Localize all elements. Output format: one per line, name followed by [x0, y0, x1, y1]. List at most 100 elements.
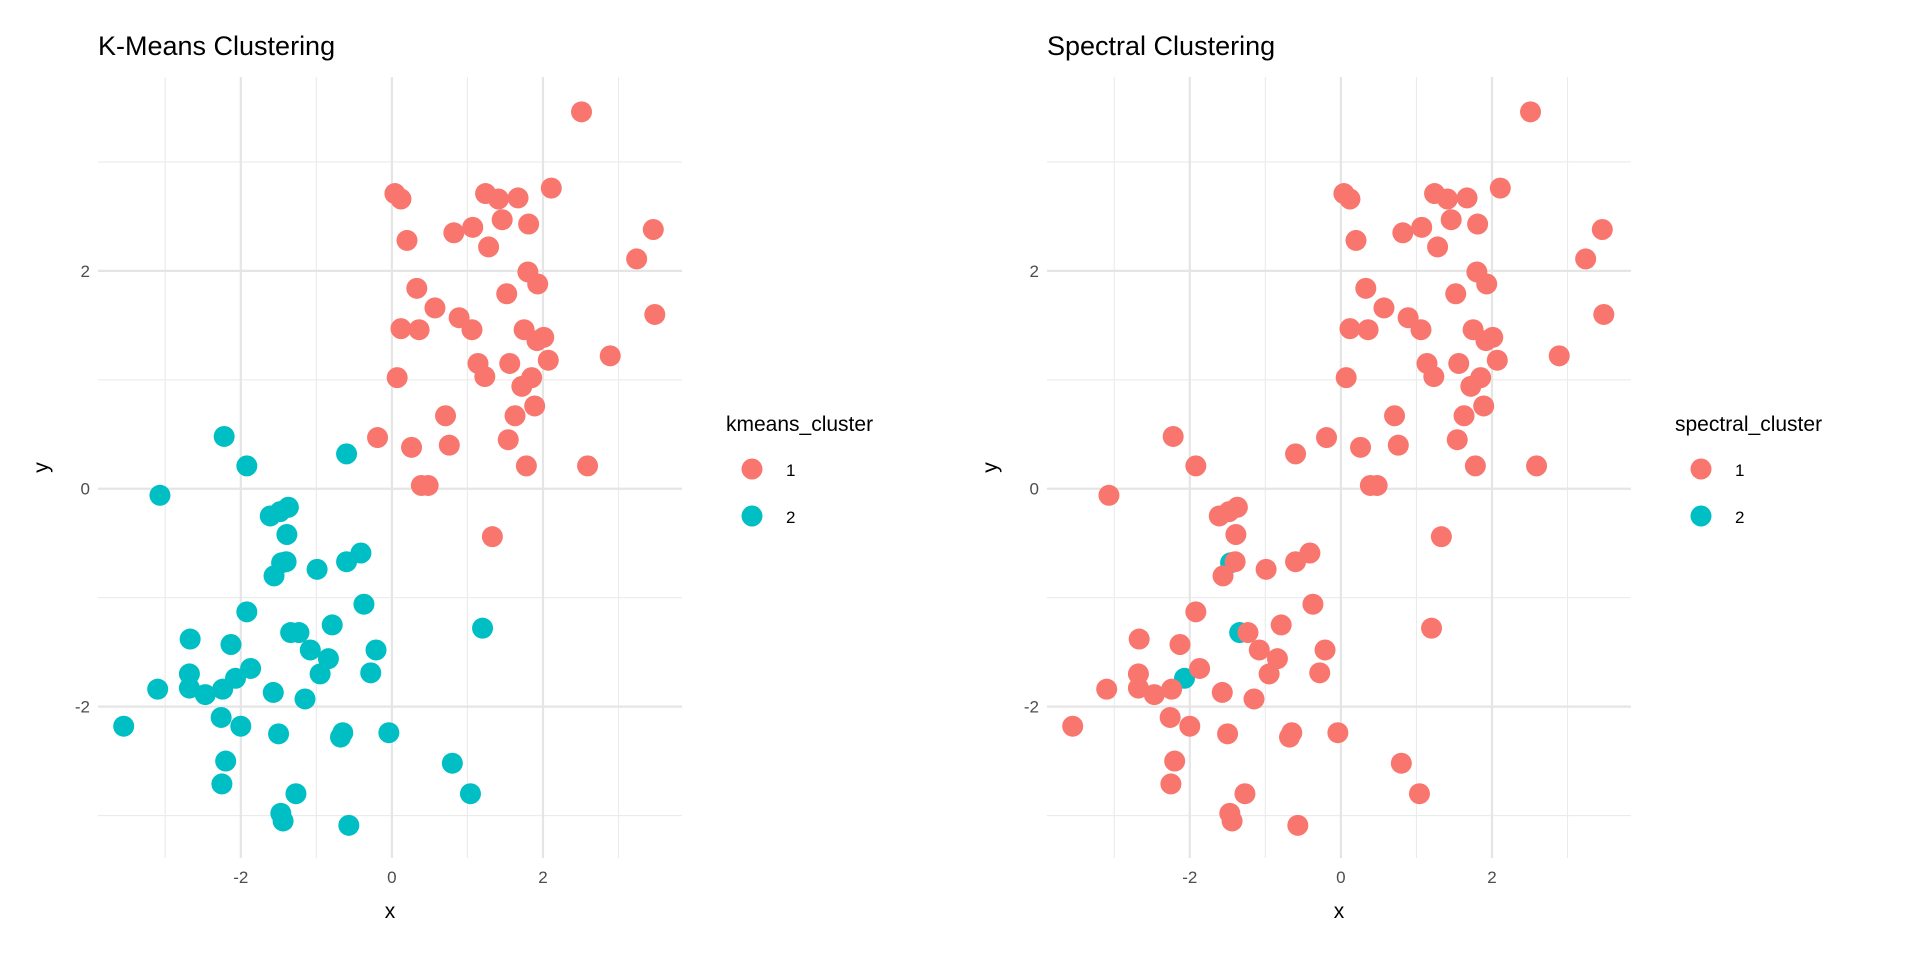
data-point-cluster-1 — [1460, 375, 1482, 397]
data-point-cluster-1 — [1548, 345, 1570, 367]
data-point-cluster-1 — [435, 405, 457, 427]
data-point-cluster-2 — [336, 443, 358, 465]
data-point-cluster-1 — [1445, 283, 1467, 305]
legend-title: kmeans_cluster — [726, 413, 873, 436]
data-point-cluster-1 — [1421, 617, 1443, 639]
y-tick-label: 2 — [81, 262, 90, 281]
data-point-cluster-2 — [441, 752, 463, 774]
data-point-cluster-1 — [1161, 678, 1183, 700]
legend-key-2 — [741, 505, 763, 527]
legend: kmeans_cluster 1 2 — [726, 413, 873, 527]
data-point-cluster-2 — [294, 688, 316, 710]
data-point-cluster-1 — [1128, 628, 1150, 650]
data-point-cluster-2 — [178, 677, 200, 699]
data-point-cluster-1 — [1446, 429, 1468, 451]
data-point-cluster-2 — [365, 639, 387, 661]
data-point-cluster-2 — [113, 715, 135, 737]
data-point-cluster-1 — [1221, 810, 1243, 832]
data-point-cluster-2 — [338, 814, 360, 836]
data-point-cluster-1 — [1335, 367, 1357, 389]
data-point-cluster-2 — [212, 678, 234, 700]
data-point-cluster-1 — [1160, 773, 1182, 795]
data-point-cluster-1 — [1357, 319, 1379, 341]
data-point-cluster-2 — [149, 484, 171, 506]
data-point-cluster-1 — [1448, 352, 1470, 374]
data-point-cluster-1 — [1234, 783, 1256, 805]
data-point-cluster-1 — [1486, 349, 1508, 371]
data-point-cluster-1 — [1270, 614, 1292, 636]
data-point-cluster-1 — [515, 455, 537, 477]
data-point-cluster-1 — [496, 283, 518, 305]
data-point-cluster-1 — [1208, 505, 1230, 527]
data-point-cluster-1 — [1526, 455, 1548, 477]
data-point-cluster-1 — [1411, 216, 1433, 238]
y-axis-label: y — [979, 462, 1002, 473]
data-point-cluster-1 — [406, 277, 428, 299]
data-point-cluster-1 — [1384, 405, 1406, 427]
data-point-cluster-2 — [350, 542, 372, 564]
data-point-cluster-1 — [438, 434, 460, 456]
data-point-cluster-1 — [1243, 688, 1265, 710]
data-point-cluster-1 — [1327, 722, 1349, 744]
data-point-cluster-1 — [1408, 783, 1430, 805]
data-point-cluster-1 — [1169, 634, 1191, 656]
data-point-cluster-1 — [386, 367, 408, 389]
data-point-cluster-1 — [1464, 455, 1486, 477]
data-point-cluster-1 — [1456, 187, 1478, 209]
data-point-cluster-1 — [1185, 455, 1207, 477]
x-axis-label: x — [385, 900, 396, 923]
data-point-cluster-1 — [1410, 319, 1432, 341]
data-point-cluster-2 — [210, 706, 232, 728]
data-point-cluster-1 — [1440, 209, 1462, 231]
data-point-cluster-1 — [1279, 726, 1301, 748]
legend-title: spectral_cluster — [1675, 413, 1822, 436]
data-point-cluster-1 — [1098, 484, 1120, 506]
data-point-cluster-2 — [220, 634, 242, 656]
data-point-cluster-2 — [306, 558, 328, 580]
data-point-cluster-2 — [288, 622, 310, 644]
legend-key-1 — [1690, 458, 1712, 480]
data-point-cluster-2 — [299, 639, 321, 661]
data-point-cluster-1 — [1255, 558, 1277, 580]
legend-label-1: 1 — [786, 461, 795, 480]
data-point-cluster-2 — [472, 617, 494, 639]
data-point-cluster-2 — [285, 783, 307, 805]
data-point-cluster-2 — [330, 726, 352, 748]
data-point-cluster-1 — [1314, 639, 1336, 661]
data-point-cluster-1 — [390, 318, 412, 340]
data-point-cluster-1 — [1217, 723, 1239, 745]
legend-label-2: 2 — [786, 508, 795, 527]
data-point-cluster-2 — [268, 723, 290, 745]
data-point-cluster-1 — [1520, 101, 1542, 123]
data-point-cluster-1 — [1309, 662, 1331, 684]
chart-title: K-Means Clustering — [98, 31, 335, 61]
legend-key-2 — [1690, 505, 1712, 527]
data-point-cluster-1 — [1339, 188, 1361, 210]
x-tick-label: 2 — [1487, 868, 1496, 887]
data-point-cluster-1 — [1427, 236, 1449, 258]
data-point-cluster-1 — [1237, 622, 1259, 644]
panel-spectral: -2 0 2 -2 0 2 Spectral Clustering x y spectral_cl… — [979, 31, 1822, 923]
data-point-cluster-2 — [276, 523, 298, 545]
x-axis-label: x — [1334, 900, 1345, 923]
data-point-cluster-1 — [1476, 273, 1498, 295]
data-point-cluster-2 — [211, 773, 233, 795]
chart-title: Spectral Clustering — [1047, 31, 1275, 61]
data-point-cluster-2 — [263, 565, 285, 587]
data-point-cluster-1 — [1211, 681, 1233, 703]
data-point-cluster-1 — [1225, 523, 1247, 545]
data-point-cluster-1 — [518, 213, 540, 235]
data-point-cluster-1 — [396, 229, 418, 251]
data-point-cluster-1 — [474, 366, 496, 388]
y-tick-label: 0 — [1030, 480, 1039, 499]
data-point-cluster-1 — [533, 326, 555, 348]
data-point-cluster-1 — [507, 187, 529, 209]
x-tick-label: 0 — [387, 868, 396, 887]
data-point-cluster-2 — [360, 662, 382, 684]
data-point-cluster-1 — [497, 429, 519, 451]
data-point-cluster-1 — [462, 216, 484, 238]
data-point-cluster-1 — [1373, 297, 1395, 319]
data-point-cluster-1 — [1096, 678, 1118, 700]
data-point-cluster-1 — [478, 236, 500, 258]
data-point-cluster-1 — [1473, 395, 1495, 417]
